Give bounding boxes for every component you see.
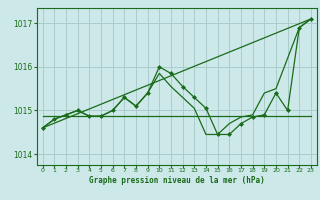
X-axis label: Graphe pression niveau de la mer (hPa): Graphe pression niveau de la mer (hPa) — [89, 176, 265, 185]
